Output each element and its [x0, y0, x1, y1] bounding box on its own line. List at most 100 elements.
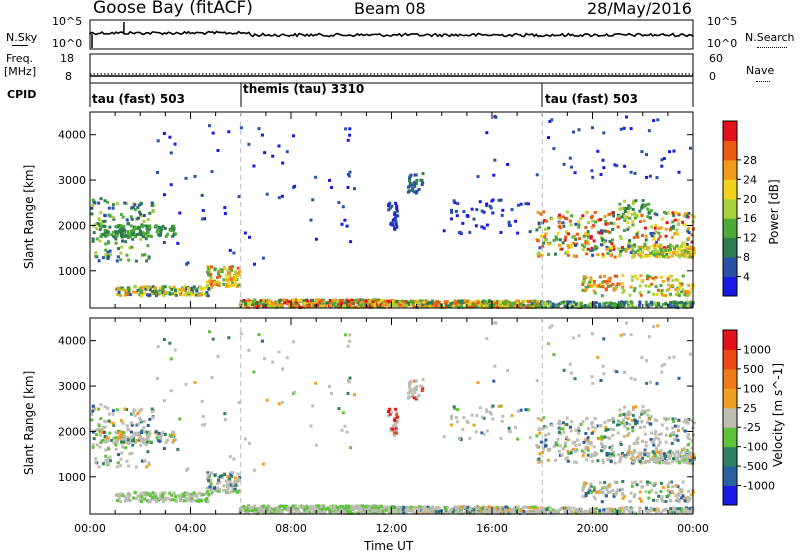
power-point — [631, 202, 635, 206]
power-point — [536, 300, 539, 304]
velocity-point — [574, 428, 578, 432]
velocity-point — [545, 508, 549, 512]
velocity-point — [176, 447, 180, 451]
power-point — [393, 227, 397, 231]
power-point — [157, 228, 161, 232]
velocity-point — [533, 505, 537, 509]
power-point — [444, 301, 448, 305]
power-point — [343, 301, 347, 305]
velocity-point — [108, 431, 112, 435]
velocity-point — [635, 420, 639, 423]
velocity-point — [185, 499, 189, 503]
velocity-point — [640, 356, 644, 360]
velocity-point — [671, 485, 675, 489]
power-point — [628, 206, 632, 210]
velocity-point — [646, 421, 650, 425]
power-point — [174, 289, 178, 293]
power-point — [631, 249, 635, 253]
power-point — [417, 188, 421, 191]
power-point — [400, 302, 404, 306]
power-point — [565, 217, 569, 221]
velocity-point — [406, 507, 410, 511]
velocity-point — [657, 508, 660, 511]
power-point — [209, 276, 213, 280]
velocity-point — [319, 505, 323, 509]
power-point — [314, 237, 318, 241]
velocity-point — [209, 482, 213, 486]
power-point — [394, 220, 398, 224]
velocity-point — [257, 333, 261, 337]
power-point — [111, 203, 115, 207]
velocity-point — [657, 509, 661, 513]
power-point — [670, 254, 674, 258]
power-point — [587, 235, 591, 239]
power-point — [680, 290, 684, 294]
power-point — [475, 304, 479, 308]
velocity-point — [154, 492, 158, 496]
power-point — [402, 305, 406, 309]
power-point — [361, 300, 365, 304]
velocity-point — [653, 508, 657, 511]
power-point — [550, 217, 554, 221]
power-point — [132, 230, 135, 234]
power-point — [646, 248, 650, 252]
velocity-point — [346, 379, 350, 382]
velocity-point — [360, 508, 364, 512]
power-point — [489, 206, 493, 210]
power-point — [207, 287, 211, 290]
power-point — [116, 293, 119, 296]
velocity-point — [647, 496, 651, 500]
velocity-point — [605, 453, 609, 457]
power-point — [606, 305, 610, 308]
power-point — [104, 230, 108, 234]
power-point — [542, 210, 546, 214]
power-point — [205, 270, 209, 274]
velocity-point — [444, 507, 448, 511]
velocity-point — [499, 404, 503, 408]
power-point — [647, 211, 651, 215]
power-point — [655, 249, 659, 253]
power-point — [540, 303, 544, 307]
velocity-point — [395, 413, 399, 417]
velocity-point — [119, 419, 123, 423]
colorbar-swatch — [723, 407, 737, 428]
velocity-point — [293, 390, 297, 394]
power-ylabel: Slant Range [km] — [22, 164, 36, 269]
velocity-point — [206, 500, 210, 504]
power-point — [267, 298, 271, 302]
velocity-point — [294, 511, 298, 515]
velocity-point — [105, 436, 109, 440]
power-point — [660, 289, 664, 293]
power-point — [237, 283, 241, 287]
velocity-point — [596, 459, 600, 463]
power-point — [251, 303, 254, 307]
power-point — [664, 249, 668, 252]
power-point — [620, 281, 624, 285]
velocity-point — [151, 496, 155, 499]
power-point — [151, 210, 155, 214]
power-point — [307, 302, 311, 305]
velocity-point — [611, 444, 614, 448]
velocity-point — [690, 446, 694, 450]
power-point — [620, 246, 624, 249]
velocity-point — [141, 437, 145, 441]
power-point — [294, 298, 298, 302]
velocity-point — [579, 423, 583, 426]
power-point — [638, 209, 642, 213]
velocity-point — [657, 433, 661, 436]
velocity-point — [672, 419, 676, 423]
colorbar-swatch — [723, 349, 737, 370]
power-point — [100, 222, 104, 226]
power-point — [538, 246, 542, 250]
velocity-point — [633, 418, 637, 422]
power-point — [647, 129, 651, 133]
velocity-point — [594, 507, 598, 511]
power-point — [533, 299, 537, 303]
velocity-point — [615, 423, 619, 427]
power-point — [225, 284, 229, 288]
velocity-point — [667, 417, 671, 421]
velocity-point — [456, 507, 460, 511]
velocity-point — [655, 450, 659, 454]
velocity-point — [91, 409, 95, 413]
power-point — [623, 216, 627, 220]
